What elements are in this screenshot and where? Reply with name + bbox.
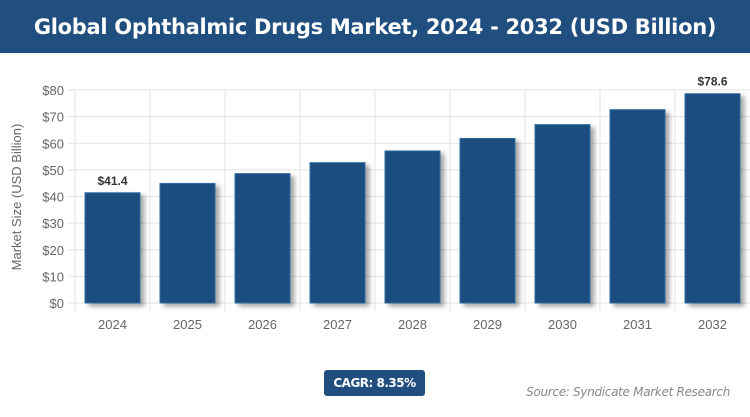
x-tick-label: 2027 <box>323 317 352 332</box>
y-tick-label: $70 <box>42 110 64 125</box>
bar-2029 <box>459 137 516 304</box>
x-tick-label: 2025 <box>173 317 202 332</box>
bar-2032 <box>684 93 741 304</box>
x-tick-label: 2026 <box>248 317 277 332</box>
x-tick-label: 2028 <box>398 317 427 332</box>
data-label: $78.6 <box>697 75 727 89</box>
bar-2024 <box>84 192 141 304</box>
y-tick-label: $60 <box>42 136 64 151</box>
y-tick-label: $30 <box>42 216 64 231</box>
y-tick-label: $50 <box>42 163 64 178</box>
cagr-badge: CAGR: 8.35% <box>324 370 425 396</box>
title-banner: Global Ophthalmic Drugs Market, 2024 - 2… <box>0 0 750 53</box>
bar-2028 <box>384 150 441 304</box>
x-tick-label: 2031 <box>623 317 652 332</box>
source-note: Source: Syndicate Market Research <box>526 385 730 399</box>
y-tick-label: $10 <box>42 269 64 284</box>
bar-2031 <box>609 109 666 304</box>
x-tick-label: 2029 <box>473 317 502 332</box>
data-label: $41.4 <box>97 174 127 188</box>
bar-2025 <box>159 182 216 304</box>
x-tick-label: 2032 <box>698 317 727 332</box>
x-tick-label: 2030 <box>548 317 577 332</box>
y-tick-label: $80 <box>42 83 64 98</box>
y-tick-label: $0 <box>50 296 64 311</box>
y-tick-label: $40 <box>42 190 64 205</box>
bar-2026 <box>234 173 291 304</box>
chart-title: Global Ophthalmic Drugs Market, 2024 - 2… <box>33 14 717 39</box>
x-tick-label: 2024 <box>98 317 127 332</box>
y-tick-label: $20 <box>42 243 64 258</box>
y-axis-label: Market Size (USD Billion) <box>9 124 24 271</box>
bar-2027 <box>309 162 366 304</box>
bar-2030 <box>534 124 591 304</box>
